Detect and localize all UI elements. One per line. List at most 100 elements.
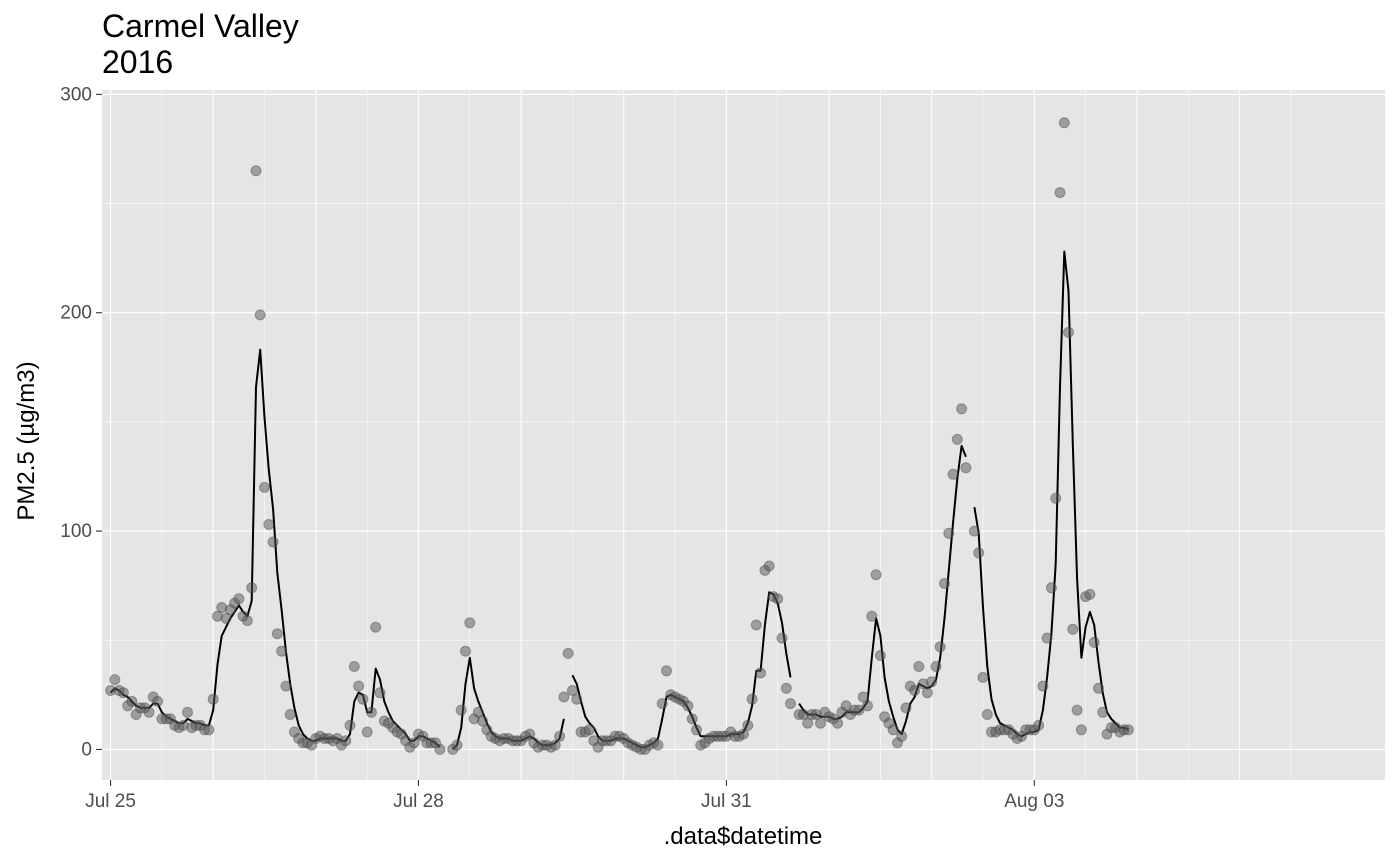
data-point	[857, 691, 869, 703]
data-point	[353, 680, 365, 692]
data-point	[434, 743, 446, 755]
data-point	[947, 468, 959, 480]
major-gridlines	[102, 90, 1385, 780]
data-point	[981, 709, 993, 720]
data-point	[943, 527, 955, 539]
data-point	[584, 724, 595, 736]
data-point	[1075, 724, 1087, 736]
chart-subtitle: 2016	[102, 44, 174, 80]
data-point	[571, 693, 583, 705]
data-point	[930, 661, 942, 672]
data-point	[913, 661, 925, 672]
data-point	[1058, 117, 1070, 129]
data-point	[862, 700, 873, 712]
data-point	[558, 691, 570, 703]
x-tick-label: Jul 28	[393, 791, 444, 812]
data-point	[109, 674, 121, 686]
data-point	[276, 645, 288, 657]
data-point	[562, 647, 574, 659]
data-point	[909, 685, 921, 696]
data-point	[182, 706, 193, 718]
data-point	[549, 739, 561, 751]
data-point	[365, 706, 377, 718]
data-point	[682, 700, 694, 712]
data-point	[361, 726, 373, 738]
data-point	[203, 724, 215, 736]
data-point	[977, 671, 989, 683]
data-point	[934, 641, 946, 653]
data-point	[691, 724, 702, 736]
data-point	[951, 433, 963, 445]
minor-gridlines	[102, 90, 1385, 780]
data-point	[755, 667, 767, 679]
data-point	[370, 621, 382, 633]
data-point	[926, 676, 938, 688]
data-point	[246, 582, 258, 594]
data-point	[802, 717, 814, 729]
data-point	[1084, 588, 1096, 600]
data-point	[1050, 492, 1062, 504]
data-point	[900, 702, 912, 714]
x-axis-title: .data$datetime	[664, 823, 823, 850]
data-point	[357, 693, 369, 705]
data-point	[472, 706, 484, 718]
data-point	[1097, 706, 1109, 718]
data-point	[1067, 623, 1079, 635]
data-point	[840, 700, 852, 712]
data-point	[267, 536, 279, 548]
data-point	[152, 695, 164, 707]
data-point	[1088, 636, 1100, 648]
data-point	[477, 715, 489, 727]
data-point	[220, 612, 232, 624]
data-point	[661, 665, 672, 677]
data-point	[686, 713, 698, 725]
data-point	[207, 693, 219, 705]
data-point	[455, 704, 467, 716]
data-point	[344, 719, 356, 731]
data-point	[746, 693, 758, 705]
data-point	[742, 719, 754, 731]
data-point	[126, 695, 138, 707]
data-point	[896, 730, 908, 742]
data-point	[340, 735, 352, 747]
data-point	[853, 704, 865, 716]
data-point	[280, 680, 292, 692]
data-point	[348, 661, 360, 672]
observation-points	[105, 117, 1134, 755]
x-tick-label: Jul 31	[701, 791, 752, 812]
data-point	[1041, 632, 1053, 644]
data-point	[554, 730, 566, 742]
data-point	[117, 687, 129, 699]
data-point	[233, 593, 245, 605]
data-point	[968, 525, 980, 537]
data-point	[566, 685, 578, 696]
data-point	[973, 547, 985, 559]
data-point	[1045, 582, 1057, 594]
data-point	[464, 617, 476, 629]
data-point	[259, 481, 270, 493]
data-point	[408, 737, 420, 749]
data-point	[763, 560, 775, 572]
y-axis-title: PM2.5 (µg/m3)	[13, 361, 40, 520]
data-point	[815, 717, 826, 729]
data-point	[939, 578, 950, 589]
data-point	[250, 165, 262, 177]
y-tick-label: 200	[60, 303, 92, 324]
data-point	[785, 698, 796, 710]
data-point	[780, 682, 792, 694]
data-point	[241, 615, 253, 627]
data-point	[254, 309, 266, 321]
data-point	[271, 628, 283, 640]
smoothed-line-segment	[973, 250, 1129, 738]
x-tick-label: Jul 25	[85, 791, 136, 812]
data-point	[1054, 187, 1066, 199]
data-point	[750, 619, 762, 631]
data-point	[524, 728, 536, 740]
chart-title: Carmel Valley	[102, 8, 299, 44]
data-point	[772, 593, 784, 605]
data-point	[143, 706, 155, 718]
data-point	[451, 739, 463, 751]
data-point	[870, 569, 882, 581]
data-point	[874, 650, 886, 661]
